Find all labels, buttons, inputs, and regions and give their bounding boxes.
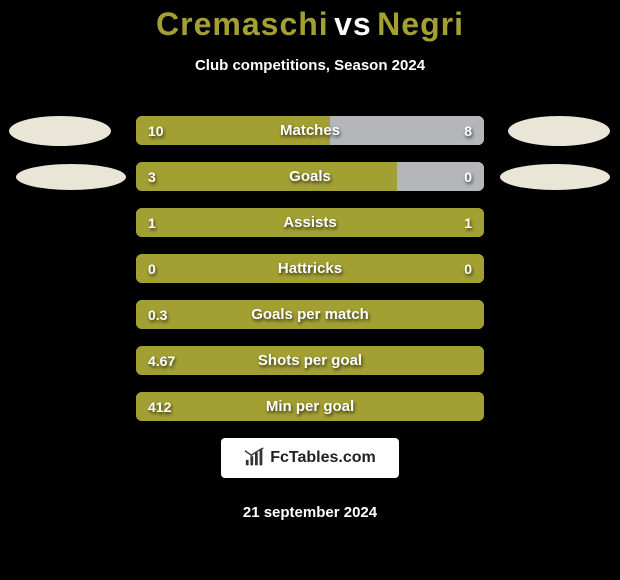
stat-bar-row: 412Min per goal bbox=[136, 392, 484, 421]
stat-bar-row: 00Hattricks bbox=[136, 254, 484, 283]
stat-bar-row: 4.67Shots per goal bbox=[136, 346, 484, 375]
stat-bar-row: 11Assists bbox=[136, 208, 484, 237]
player2-badge-second bbox=[500, 164, 610, 190]
player1-name: Cremaschi bbox=[156, 6, 329, 42]
stat-bar-row: 30Goals bbox=[136, 162, 484, 191]
subtitle: Club competitions, Season 2024 bbox=[0, 57, 620, 74]
footer-date: 21 september 2024 bbox=[0, 504, 620, 521]
stat-bar-row: 108Matches bbox=[136, 116, 484, 145]
bar-stat-label: Matches bbox=[136, 116, 484, 145]
player1-badge-second bbox=[16, 164, 126, 190]
comparison-title: Cremaschi vs Negri bbox=[0, 0, 620, 43]
source-logo: FcTables.com bbox=[221, 438, 399, 478]
bar-stat-label: Goals bbox=[136, 162, 484, 191]
bar-stat-label: Hattricks bbox=[136, 254, 484, 283]
stats-comparison-area: 108Matches 30Goals 11Assists 00Hattricks 0.3… bbox=[0, 116, 620, 421]
logo-text: FcTables.com bbox=[270, 449, 376, 467]
bar-stat-label: Shots per goal bbox=[136, 346, 484, 375]
stat-bar-row: 0.3Goals per match bbox=[136, 300, 484, 329]
bar-stat-label: Goals per match bbox=[136, 300, 484, 329]
player1-badge-top bbox=[9, 116, 111, 146]
bar-stat-label: Assists bbox=[136, 208, 484, 237]
bar-stat-label: Min per goal bbox=[136, 392, 484, 421]
player2-name: Negri bbox=[377, 6, 464, 42]
vs-separator: vs bbox=[334, 6, 372, 42]
player2-badge-top bbox=[508, 116, 610, 146]
chart-bar-icon bbox=[244, 447, 266, 469]
